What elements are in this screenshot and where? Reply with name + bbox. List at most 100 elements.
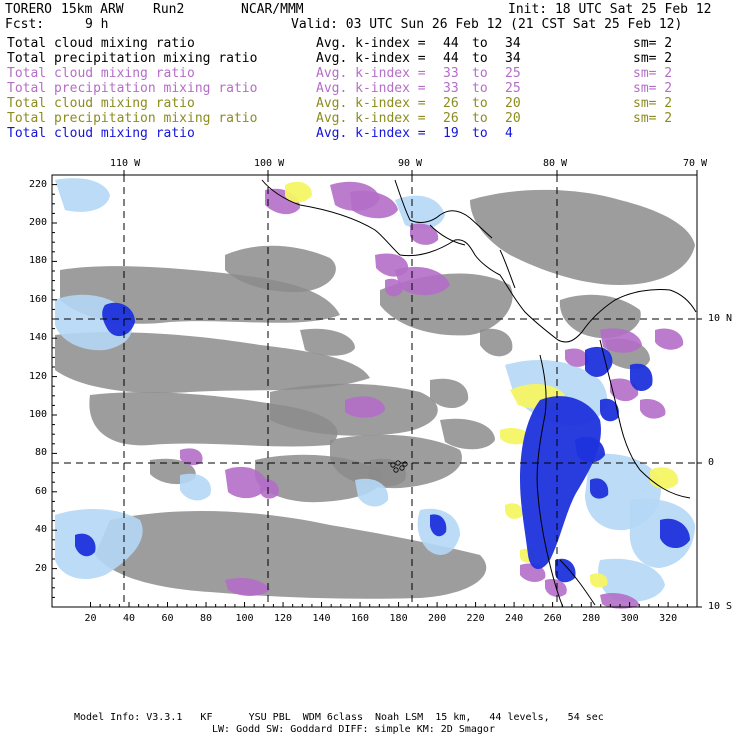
init-time: Init: 18 UTC Sat 25 Feb 12 [508, 2, 712, 17]
x-tick-label: 60 [161, 613, 174, 624]
x-tick-label: 220 [466, 613, 485, 624]
coastline [469, 217, 493, 239]
y-tick-label: 180 [28, 255, 47, 267]
y-tick-label: 60 [34, 485, 47, 497]
footer-physics: LW: Godd SW: Goddard DIFF: simple KM: 2D… [212, 724, 495, 735]
cloud-shading-yellow [500, 428, 530, 445]
x-tick-label: 300 [620, 613, 639, 624]
coastline [581, 289, 697, 333]
legend-index: Avg. k-index = [316, 126, 426, 141]
legend-index: Avg. k-index = [316, 66, 426, 81]
cloud-shading-purple [345, 396, 385, 418]
cloud-shading-gray [440, 418, 495, 450]
legend-to-word: to [472, 81, 488, 96]
cloud-shading-purple [565, 348, 589, 367]
cloud-shading-blue [660, 518, 690, 549]
y-tick-label: 140 [28, 332, 47, 344]
legend-to-word: to [472, 66, 488, 81]
x-tick-label: 260 [543, 613, 562, 624]
field-shading [55, 178, 695, 609]
legend-field: Total precipitation mixing ratio [7, 111, 258, 126]
x-tick-label: 20 [84, 613, 97, 624]
longitude-label: 70 W [683, 158, 708, 169]
coastline [261, 179, 583, 343]
latitude-label: 10 N [708, 313, 733, 324]
coastline [599, 339, 691, 499]
cloud-shading-blue [630, 363, 653, 392]
y-tick-label: 40 [34, 524, 47, 536]
cloud-shading-gray [225, 245, 336, 293]
cloud-shading-lightblue [180, 473, 211, 501]
cloud-shading-lightblue [395, 195, 445, 229]
legend-index: Avg. k-index = [316, 51, 426, 66]
forecast-hour: 9 h [85, 17, 109, 32]
galapagos-island [399, 465, 405, 471]
legend-to-word: to [472, 36, 488, 51]
legend-field: Total cloud mixing ratio [7, 126, 195, 141]
cloud-shading-purple [410, 223, 439, 245]
x-tick-label: 320 [659, 613, 678, 624]
cloud-shading-gray [55, 332, 370, 394]
cloud-shading-gray [430, 378, 469, 409]
cloud-shading-gray [470, 189, 695, 285]
forecast-label: Fcst: [5, 17, 45, 32]
x-tick-label: 180 [389, 613, 408, 624]
cloud-shading-blue [75, 533, 96, 557]
cloud-shading-lightblue [55, 178, 110, 212]
legend-to-word: to [472, 51, 488, 66]
legend-from: 19 [443, 126, 459, 141]
coastline [394, 179, 471, 223]
legend-to: 25 [505, 81, 521, 96]
x-tick-label: 160 [351, 613, 370, 624]
legend-from: 33 [443, 66, 459, 81]
cloud-shading-purple [260, 479, 279, 499]
x-tick-label: 140 [312, 613, 331, 624]
valid-time: Valid: 03 UTC Sun 26 Feb 12 (21 CST Sat … [291, 17, 683, 32]
cloud-shading-blue [585, 346, 613, 377]
coastline [536, 354, 564, 608]
cloud-shading-purple [225, 466, 268, 499]
y-tick-label: 120 [28, 370, 47, 382]
y-tick-label: 160 [28, 293, 47, 305]
legend-to: 4 [505, 126, 513, 141]
legend-from: 26 [443, 111, 459, 126]
cloud-shading-lightblue [355, 478, 389, 507]
legend-index: Avg. k-index = [316, 81, 426, 96]
legend-to: 20 [505, 96, 521, 111]
legend-to: 25 [505, 66, 521, 81]
cloud-shading-gray [300, 328, 355, 356]
galapagos-island [393, 467, 399, 473]
coastlines [261, 179, 697, 608]
model-name: TORERO [5, 2, 52, 17]
legend-sm: sm= 2 [633, 111, 673, 126]
cloud-shading-blue [575, 436, 605, 463]
legend-field: Total cloud mixing ratio [7, 96, 195, 111]
legend-field: Total precipitation mixing ratio [7, 51, 258, 66]
model-run: Run2 [153, 2, 185, 17]
cloud-shading-gray [95, 510, 487, 599]
cloud-shading-yellow [505, 503, 523, 519]
legend-from: 26 [443, 96, 459, 111]
legend-to-word: to [472, 96, 488, 111]
model-org: NCAR/MMM [241, 2, 304, 17]
x-tick-label: 280 [582, 613, 601, 624]
x-tick-label: 200 [428, 613, 447, 624]
legend-to: 20 [505, 111, 521, 126]
footer-model-info: Model Info: V3.3.1 KF YSU PBL WDM 6class… [74, 712, 604, 723]
cloud-shading-blue [430, 514, 447, 537]
cloud-shading-purple [600, 328, 642, 353]
cloud-shading-purple [395, 266, 450, 296]
y-tick-label: 220 [28, 178, 47, 190]
cloud-shading-purple [640, 399, 666, 419]
longitude-label: 110 W [110, 158, 141, 169]
legend-from: 33 [443, 81, 459, 96]
model-resolution: 15km ARW [61, 2, 124, 17]
longitude-label: 90 W [398, 158, 423, 169]
legend-to-word: to [472, 126, 488, 141]
y-tick-label: 20 [34, 562, 47, 574]
axis-ticks [52, 170, 702, 608]
latitude-label: 0 [708, 457, 715, 468]
y-tick-label: 100 [28, 409, 47, 420]
legend-index: Avg. k-index = [316, 111, 426, 126]
